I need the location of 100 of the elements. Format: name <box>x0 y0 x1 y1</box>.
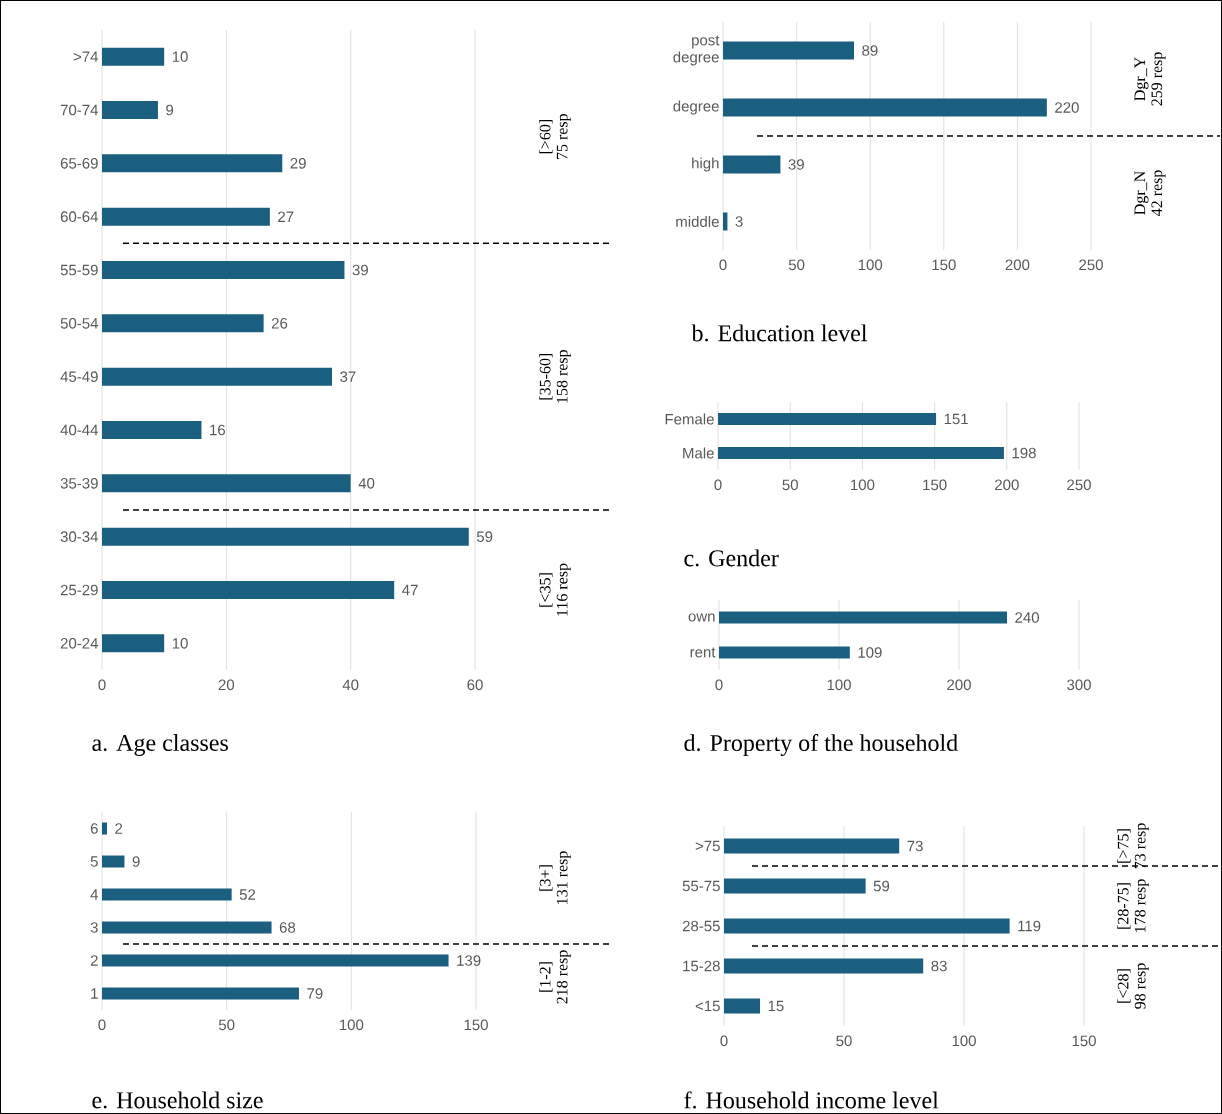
x-tick-label: 250 <box>1067 479 1091 491</box>
bar <box>102 987 299 1000</box>
bar <box>723 155 781 174</box>
text: 131 resp <box>556 851 571 904</box>
data-label: 109 <box>858 647 882 658</box>
x-tick-label: 100 <box>858 259 883 271</box>
bar <box>102 367 333 386</box>
bar <box>102 314 264 333</box>
data-label: 59 <box>476 531 493 542</box>
data-label: 59 <box>873 880 890 892</box>
bar <box>102 207 270 226</box>
data-label: 27 <box>278 211 294 222</box>
y-tick-label: 55-59 <box>60 264 98 276</box>
text: c. Gender <box>684 549 779 567</box>
x-tick-label: 150 <box>464 1019 488 1031</box>
x-tick-label: 0 <box>714 479 722 491</box>
bar <box>102 154 283 173</box>
bar <box>724 918 1010 934</box>
y-tick-label: 45-49 <box>60 371 98 382</box>
data-label: 10 <box>172 638 188 649</box>
y-tick-label: degree <box>673 100 719 115</box>
bar <box>102 420 202 439</box>
y-tick-label: 25-29 <box>60 584 98 596</box>
y-tick-label: 40-44 <box>60 424 99 436</box>
text: [35-60] <box>539 353 553 400</box>
y-tick-label: <15 <box>695 1000 720 1012</box>
y-tick-label: >74 <box>73 51 99 62</box>
y-tick-label: Female <box>665 413 714 425</box>
x-tick-label: 20 <box>218 679 235 691</box>
y-tick-label: 3 <box>90 922 98 933</box>
data-label: 16 <box>210 424 226 436</box>
text: [<28] <box>1117 969 1131 1003</box>
data-label: 73 <box>907 840 923 852</box>
data-label: 39 <box>788 159 804 170</box>
y-tick-label: 70-74 <box>60 104 99 116</box>
data-label: 26 <box>271 318 288 329</box>
y-tick-label: 50-54 <box>60 318 99 329</box>
bar <box>724 878 866 894</box>
bar <box>102 580 395 599</box>
text: [1-2] <box>539 962 553 992</box>
bar <box>102 634 165 653</box>
y-tick-label: 28-55 <box>682 920 720 932</box>
data-label: 47 <box>402 584 418 596</box>
x-tick-label: 300 <box>1067 679 1091 691</box>
x-tick-label: 200 <box>947 679 971 691</box>
bar <box>724 998 761 1014</box>
data-label: 9 <box>166 104 174 116</box>
text: f. Household income level <box>684 1091 939 1109</box>
y-tick-label: 30-34 <box>60 531 99 542</box>
data-label: 52 <box>239 889 256 900</box>
text: [>75] <box>1117 829 1131 863</box>
x-tick-label: 0 <box>719 259 727 271</box>
text: 178 resp <box>1134 879 1149 932</box>
text: e. Household size <box>92 1091 263 1109</box>
bar <box>102 855 125 868</box>
x-tick-label: 150 <box>932 259 956 271</box>
y-tick-label: >75 <box>695 840 720 852</box>
y-tick-label: 2 <box>90 955 98 966</box>
x-tick-label: 100 <box>952 1035 976 1047</box>
data-label: 151 <box>944 413 968 425</box>
x-tick-label: 150 <box>923 479 947 491</box>
data-label: 9 <box>132 856 140 867</box>
y-tick-label: middle <box>676 215 719 227</box>
data-label: 68 <box>279 922 296 933</box>
bar <box>724 958 924 974</box>
y-tick-label: 1 <box>91 988 98 999</box>
bar <box>102 822 107 835</box>
x-tick-label: 250 <box>1079 259 1103 271</box>
x-tick-label: 0 <box>98 679 106 691</box>
x-tick-label: 40 <box>342 679 359 691</box>
y-tick-label: 65-69 <box>60 158 98 169</box>
x-tick-label: 0 <box>98 1019 106 1031</box>
data-label: 139 <box>457 955 481 966</box>
text: 158 resp <box>556 349 571 403</box>
bar <box>102 260 345 279</box>
data-label: 83 <box>931 960 947 972</box>
y-tick-label: high <box>692 157 719 172</box>
text: b. Education level <box>691 324 868 342</box>
bar <box>723 212 728 231</box>
y-tick-label: 6 <box>90 823 98 834</box>
y-tick-label: Male <box>683 447 714 459</box>
bar <box>724 838 900 854</box>
text: 218 resp <box>556 950 571 1004</box>
y-tick-label: 20-24 <box>60 638 99 649</box>
data-label: 220 <box>1055 102 1079 113</box>
x-tick-label: 50 <box>836 1035 852 1047</box>
text: [28-75] <box>1117 883 1131 929</box>
bar <box>102 474 351 493</box>
text: Dgr_N <box>1134 171 1149 215</box>
data-label: 240 <box>1015 612 1039 623</box>
text: 259 resp <box>1151 52 1166 106</box>
data-label: 29 <box>290 158 306 169</box>
data-label: 198 <box>1012 447 1036 459</box>
bar <box>723 98 1047 117</box>
text: 42 resp <box>1151 170 1166 216</box>
data-label: 2 <box>115 823 123 834</box>
data-label: 79 <box>307 988 323 999</box>
bar <box>102 100 158 119</box>
y-tick-label: 4 <box>90 889 99 900</box>
x-tick-label: 0 <box>720 1035 728 1047</box>
